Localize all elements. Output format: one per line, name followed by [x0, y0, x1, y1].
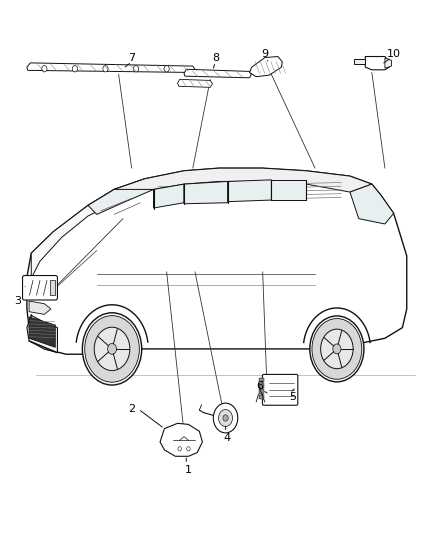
- Polygon shape: [27, 63, 195, 72]
- Circle shape: [72, 66, 78, 72]
- Text: 1: 1: [185, 465, 192, 474]
- Circle shape: [219, 409, 233, 426]
- Circle shape: [312, 319, 362, 379]
- Polygon shape: [350, 184, 394, 224]
- Polygon shape: [177, 79, 212, 87]
- Circle shape: [94, 327, 130, 370]
- Polygon shape: [250, 56, 283, 77]
- Polygon shape: [27, 168, 407, 354]
- Polygon shape: [31, 179, 145, 278]
- Circle shape: [187, 447, 190, 451]
- Circle shape: [310, 316, 364, 382]
- Circle shape: [213, 403, 238, 433]
- Text: 2: 2: [128, 404, 135, 414]
- Bar: [259, 395, 264, 399]
- Polygon shape: [97, 168, 372, 208]
- Text: 4: 4: [223, 433, 230, 443]
- Circle shape: [321, 329, 353, 369]
- Circle shape: [178, 447, 181, 451]
- Text: 7: 7: [128, 53, 135, 63]
- Bar: [259, 377, 264, 382]
- FancyBboxPatch shape: [22, 276, 57, 300]
- Polygon shape: [29, 317, 55, 348]
- Polygon shape: [354, 59, 365, 64]
- Polygon shape: [153, 184, 184, 208]
- Polygon shape: [385, 58, 392, 68]
- Polygon shape: [27, 316, 57, 353]
- Circle shape: [223, 415, 228, 421]
- FancyBboxPatch shape: [262, 374, 298, 405]
- Polygon shape: [365, 56, 389, 70]
- Polygon shape: [50, 280, 55, 295]
- Polygon shape: [29, 301, 51, 314]
- Polygon shape: [184, 69, 251, 78]
- Circle shape: [108, 343, 117, 354]
- Polygon shape: [228, 180, 272, 201]
- Circle shape: [85, 316, 139, 382]
- Text: 8: 8: [212, 53, 219, 63]
- Bar: [259, 389, 264, 393]
- Text: 5: 5: [289, 392, 296, 402]
- Text: 10: 10: [387, 49, 401, 59]
- Circle shape: [103, 66, 108, 72]
- Circle shape: [164, 66, 169, 72]
- Circle shape: [82, 313, 142, 385]
- Bar: [259, 383, 264, 387]
- Circle shape: [134, 66, 139, 72]
- Polygon shape: [272, 180, 306, 200]
- Polygon shape: [184, 181, 228, 204]
- Text: 3: 3: [14, 296, 21, 306]
- Circle shape: [42, 66, 47, 72]
- Polygon shape: [88, 189, 153, 214]
- Circle shape: [333, 344, 341, 354]
- Polygon shape: [160, 423, 202, 456]
- Text: 9: 9: [261, 49, 268, 59]
- Text: 6: 6: [256, 381, 263, 391]
